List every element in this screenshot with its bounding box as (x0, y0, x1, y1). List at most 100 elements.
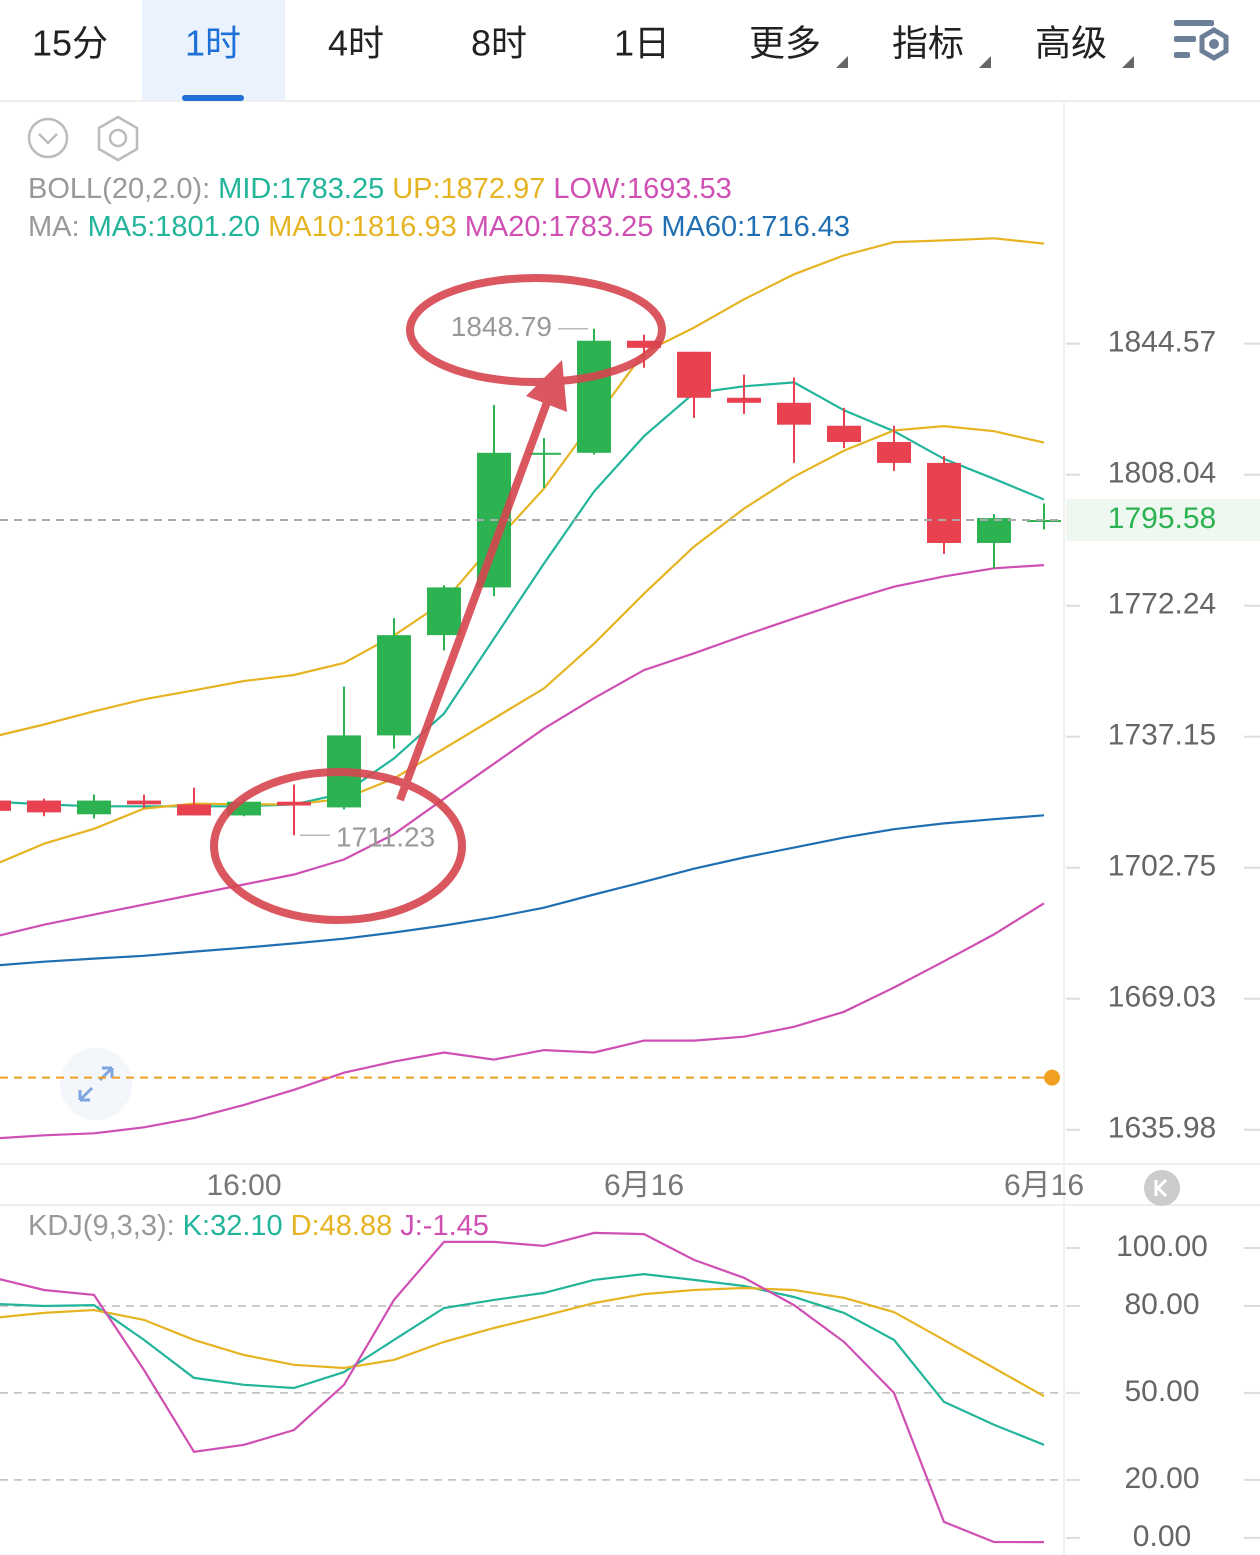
icon-part (27, 117, 69, 159)
candle-body (527, 452, 561, 455)
y-tick-label: 100.00 (1116, 1230, 1208, 1263)
tab[interactable]: 1日 (614, 23, 670, 64)
price-tag-bg (1066, 499, 1260, 542)
overlay: BOLL(20,2.0): MID:1783.25 UP:1872.97 LOW:16… (28, 173, 1260, 1553)
collapse-icon[interactable] (27, 117, 69, 159)
kdj-line (0, 1231, 1045, 1544)
kdj-line (0, 1286, 1045, 1398)
indicator-line (0, 814, 1045, 967)
x-tick-label: 6月16 (1004, 1169, 1084, 1202)
indicator-value: KDJ(9,3,3): (28, 1210, 175, 1242)
tab[interactable]: 4时 (328, 23, 384, 64)
indicator-row: MA: MA5:1801.20 MA10:1816.93 MA20:1783.25 MA… (28, 211, 850, 243)
icon-part (78, 1066, 114, 1102)
tab-label: 1日 (614, 23, 670, 64)
candle (677, 351, 711, 418)
candle-body (977, 518, 1011, 543)
tab-label: 更多 (749, 23, 821, 64)
tab[interactable]: 指标 (892, 23, 964, 64)
tab[interactable]: 15分 (32, 23, 108, 64)
candle-body (777, 402, 811, 425)
dropdown-arrow (836, 56, 848, 68)
tab[interactable]: 高级 (1035, 23, 1107, 64)
tab[interactable]: 更多 (749, 23, 821, 64)
indicator-line (0, 902, 1045, 1140)
low-label: 1711.23 (336, 822, 435, 853)
icon-part (1199, 27, 1229, 61)
candle-body (177, 804, 211, 816)
indicator-line (0, 424, 1045, 864)
settings-hex-icon[interactable] (97, 115, 139, 162)
tab-indicator (182, 95, 244, 101)
y-tick-label: 1702.75 (1108, 850, 1216, 883)
candle (827, 407, 861, 449)
icon-part (1154, 1178, 1168, 1198)
indicator-value: MA: (28, 211, 80, 243)
icon-part (1174, 52, 1190, 58)
icon-part (1174, 20, 1214, 26)
y-tick-label: 1737.15 (1108, 719, 1216, 752)
candle (327, 686, 361, 810)
candle-body (377, 635, 411, 736)
y-tick-label: 0.00 (1133, 1520, 1191, 1553)
candle-body (877, 441, 911, 463)
candle (877, 425, 911, 471)
indicator-line (0, 564, 1045, 937)
candle (727, 374, 761, 414)
candle-body (577, 340, 611, 453)
k-button[interactable] (1144, 1170, 1180, 1206)
candle-body (627, 340, 661, 348)
dropdown-arrow (1122, 56, 1134, 68)
candle (527, 438, 561, 488)
candle (277, 784, 311, 836)
annotation-arrow (396, 395, 553, 802)
indicator-value: MID:1783.25 (218, 173, 384, 205)
y-tick-label: 1669.03 (1108, 981, 1216, 1014)
candle-body (427, 587, 461, 636)
icon-part (1144, 1170, 1180, 1206)
candle (0, 800, 11, 811)
annotation-circle (406, 274, 666, 386)
indicator-value: MA60:1716.43 (661, 211, 850, 243)
x-tick-label: 16:00 (206, 1169, 281, 1202)
indicator-value: K:32.10 (183, 1210, 283, 1242)
high-label: 1848.79 (451, 311, 552, 342)
icon-part (60, 1048, 132, 1120)
settings-icon[interactable] (1174, 20, 1229, 61)
y-tick-label: 1635.98 (1108, 1112, 1216, 1145)
candle (427, 585, 461, 651)
kdj-line (0, 1272, 1045, 1446)
candle (977, 514, 1011, 569)
tab-label: 1时 (185, 23, 241, 64)
candle-body (277, 801, 311, 806)
annotation-arrowhead (526, 360, 567, 412)
annotation-circle (210, 768, 466, 924)
main-plot (0, 237, 1064, 1140)
tab-label: 指标 (892, 23, 964, 64)
tab[interactable]: 1时 (142, 0, 285, 101)
icon-part (1174, 36, 1196, 42)
candle (627, 334, 661, 368)
expand-button[interactable] (60, 1048, 132, 1120)
candle-body (727, 397, 761, 403)
indicator-value: D:48.88 (291, 1210, 393, 1242)
y-tick-label: 50.00 (1124, 1375, 1199, 1408)
candle (77, 794, 111, 819)
tab-label: 高级 (1035, 23, 1107, 64)
indicator-value: MA20:1783.25 (465, 211, 654, 243)
candle (577, 328, 611, 455)
icon-part (1209, 39, 1219, 49)
indicator-row: KDJ(9,3,3): K:32.10 D:48.88 J:-1.45 (28, 1210, 489, 1242)
candle-body (927, 462, 961, 543)
icon-part (97, 115, 139, 162)
indicator-value: UP:1872.97 (392, 173, 545, 205)
y-tick-label: 1844.57 (1108, 326, 1216, 359)
tab[interactable]: 8时 (471, 23, 527, 64)
candle (127, 794, 161, 809)
tab-label: 4时 (328, 23, 384, 64)
alert-dot (1044, 1069, 1060, 1086)
indicator-value: MA5:1801.20 (88, 211, 261, 243)
candle (927, 456, 961, 554)
y-tick-label: 1808.04 (1108, 457, 1216, 490)
